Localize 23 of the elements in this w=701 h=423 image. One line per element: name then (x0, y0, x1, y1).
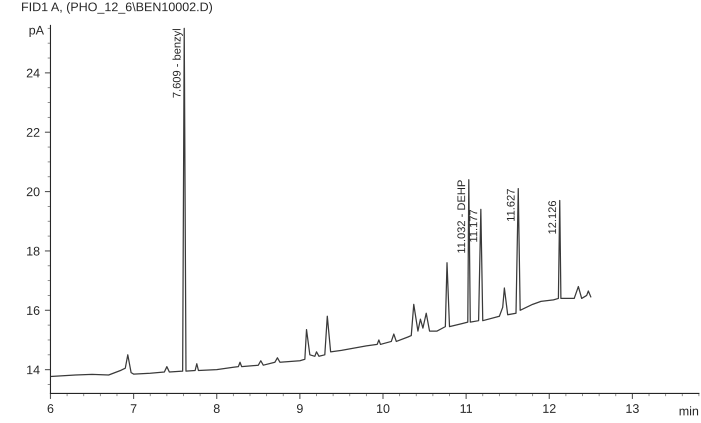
x-tick-label: 7 (130, 404, 136, 413)
y-tick-label: 16 (27, 306, 40, 315)
y-tick-label: 18 (27, 246, 40, 256)
annotation: 7.609 - benzyl (172, 29, 183, 98)
x-tick-label: 12 (543, 404, 556, 413)
annotation: 12.126 (548, 200, 556, 234)
annotation: 11.627 (506, 189, 515, 221)
x-tick-label: 9 (296, 404, 303, 413)
x-tick-label: 10 (377, 404, 390, 413)
y-tick-label: 22 (26, 128, 40, 137)
annotation: 11.177 (470, 210, 478, 242)
y-tick-label: 20 (26, 187, 40, 196)
x-axis-title: min (680, 406, 698, 416)
y-axis-title: pA (30, 26, 44, 38)
x-tick-label: 8 (214, 404, 220, 413)
x-tick-label: 6 (48, 404, 54, 413)
y-tick-label: 14 (27, 366, 40, 374)
chart-title: FID1 A, (PHO_12_6\BEN10002.D) (22, 2, 212, 14)
annotation: 11.032 - DEHP (457, 180, 466, 253)
y-tick-label: 24 (26, 68, 40, 78)
x-tick-label: 13 (626, 404, 639, 413)
line-series (50, 28, 592, 378)
x-tick-label: 11 (460, 404, 472, 413)
